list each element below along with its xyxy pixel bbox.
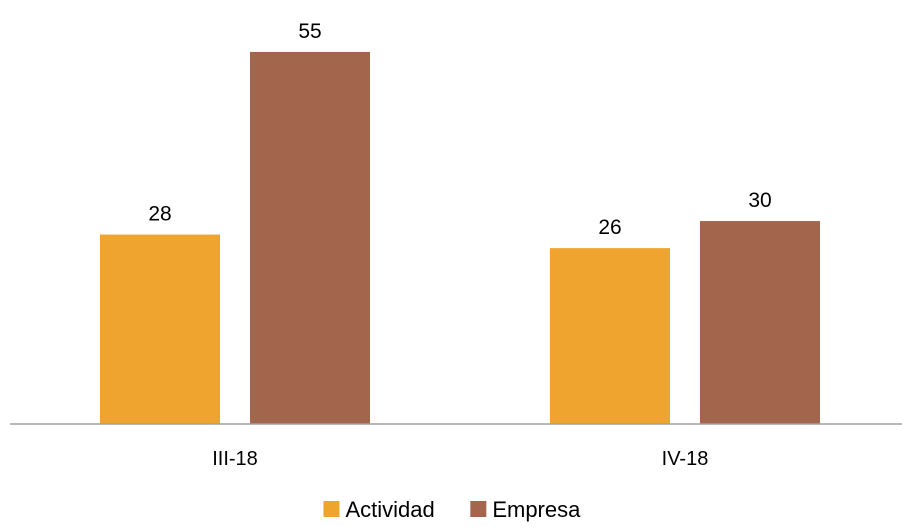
data-label-actividad-iv-18: 26 — [598, 216, 621, 239]
data-label-empresa-iii-18: 55 — [298, 20, 321, 43]
x-tick-label: III-18 — [212, 448, 258, 470]
legend-label: Empresa — [492, 497, 581, 522]
data-labels: 28 55 26 30 — [148, 20, 771, 239]
x-axis-ticks: III-18 IV-18 — [212, 448, 708, 470]
legend-item-actividad: Actividad — [323, 497, 435, 522]
bar-empresa-iv-18 — [700, 221, 820, 424]
data-label-empresa-iv-18: 30 — [748, 189, 771, 212]
legend-item-empresa: Empresa — [470, 497, 581, 522]
legend-swatch — [323, 501, 340, 517]
bar-actividad-iv-18 — [550, 248, 670, 424]
bar-actividad-iii-18 — [100, 234, 220, 424]
legend-label: Actividad — [345, 497, 434, 522]
x-tick-label: IV-18 — [662, 448, 709, 470]
data-label-actividad-iii-18: 28 — [148, 203, 171, 226]
bar-empresa-iii-18 — [250, 51, 370, 425]
legend-swatch — [470, 501, 487, 517]
bars — [100, 51, 820, 425]
legend: Actividad Empresa — [323, 497, 581, 522]
